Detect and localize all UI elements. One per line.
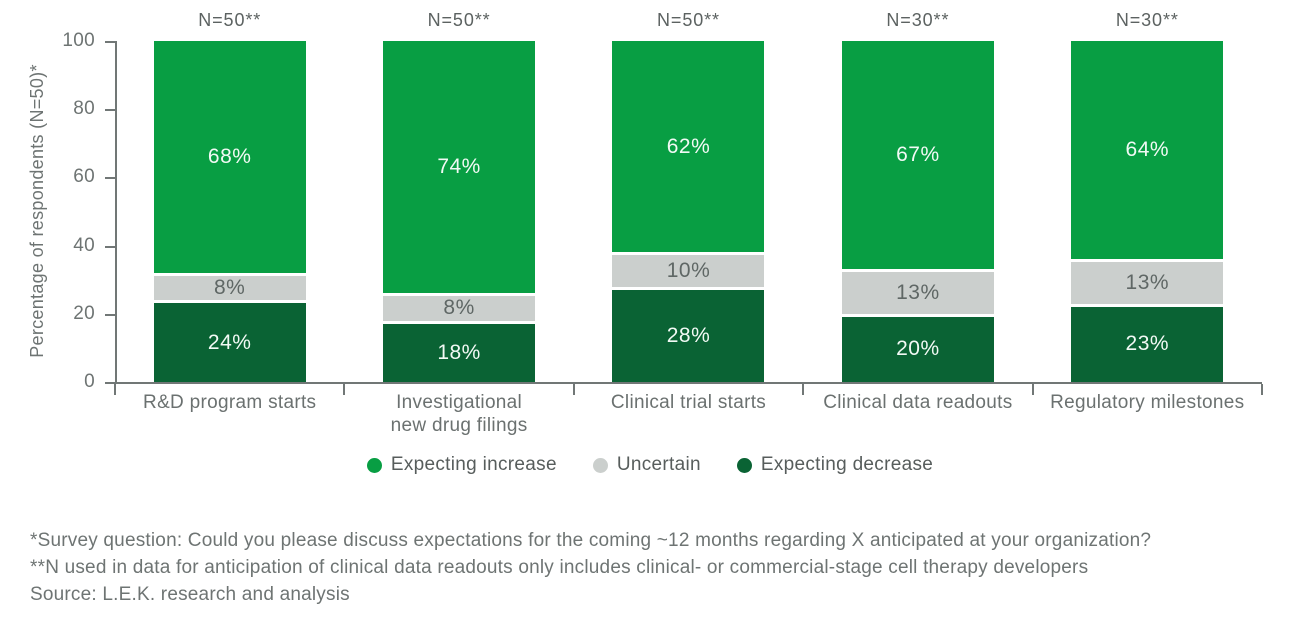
bar-group: N=30** 64% 13% 23% Regulatory milestones: [1033, 10, 1262, 413]
y-tick: [105, 41, 115, 43]
x-tick: [1261, 384, 1263, 395]
footnotes: *Survey question: Could you please discu…: [30, 527, 1151, 608]
x-tick: [343, 384, 346, 395]
y-tick-label: 80: [73, 98, 95, 120]
stacked-bar: 74% 8% 18%: [383, 41, 536, 382]
segment-value-label: 13%: [896, 281, 940, 305]
segment-expecting-decrease: 23%: [1071, 303, 1224, 382]
x-axis-line: [115, 382, 1262, 384]
category-label: Investigational new drug filings: [338, 391, 579, 437]
legend-label: Expecting increase: [390, 454, 557, 475]
bar-group: N=30** 67% 13% 20% Clinical data readouts: [803, 10, 1032, 413]
y-axis-line: [115, 41, 117, 384]
segment-expecting-increase: 68%: [153, 41, 306, 273]
segment-value-label: 67%: [896, 143, 940, 167]
x-tick: [114, 384, 116, 395]
segment-uncertain: 13%: [1071, 259, 1224, 304]
y-axis-title: Percentage of respondents (N=50)*: [27, 64, 47, 358]
segment-expecting-increase: 74%: [383, 41, 536, 294]
y-tick: [105, 313, 115, 316]
segment-value-label: 28%: [666, 323, 711, 347]
segment-value-label: 23%: [1125, 332, 1170, 356]
x-tick: [572, 384, 575, 395]
segment-value-label: 20%: [896, 337, 940, 361]
source-line: Source: L.E.K. research and analysis: [30, 584, 350, 605]
n-count-label: N=50**: [198, 10, 262, 30]
legend-item-expecting-decrease: Expecting decrease: [736, 454, 934, 476]
plot-area: Percentage of respondents (N=50)* 0 20 40 6…: [27, 10, 1263, 436]
legend-item-uncertain: Uncertain: [592, 454, 701, 476]
segment-uncertain: 8%: [153, 272, 306, 301]
segment-value-label: 24%: [207, 330, 252, 354]
y-tick: [105, 177, 115, 180]
y-tick-label: 20: [73, 302, 95, 324]
stacked-bar: 62% 10% 28%: [612, 41, 765, 382]
category-label: Clinical data readouts: [797, 391, 1038, 414]
segment-value-label: 8%: [443, 296, 475, 320]
segment-expecting-decrease: 20%: [841, 313, 994, 382]
segment-value-label: 68%: [207, 144, 252, 168]
legend-swatch-uncertain-icon: [592, 457, 608, 473]
y-tick: [105, 109, 115, 112]
y-tick: [105, 382, 115, 384]
category-label-line: new drug filings: [390, 415, 528, 436]
segment-uncertain: 8%: [383, 293, 536, 321]
segment-value-label: 64%: [1125, 138, 1170, 162]
bar-group: N=50** 62% 10% 28% Clinical trial starts: [574, 10, 803, 413]
y-tick-label: 100: [62, 30, 95, 51]
n-count-label: N=50**: [657, 10, 720, 30]
legend-label: Expecting decrease: [760, 454, 934, 475]
footnote-line: *Survey question: Could you please discu…: [30, 530, 1152, 551]
segment-value-label: 8%: [214, 276, 246, 300]
segment-uncertain: 10%: [612, 252, 765, 287]
category-label: Clinical trial starts: [568, 391, 809, 414]
stacked-bar: 64% 13% 23%: [1071, 41, 1224, 382]
segment-expecting-decrease: 24%: [153, 300, 306, 382]
category-label-line: Regulatory milestones: [1050, 392, 1245, 413]
n-count-label: N=50**: [427, 10, 491, 30]
segment-expecting-increase: 67%: [841, 41, 994, 270]
y-tick-label: 40: [73, 234, 95, 256]
category-label: R&D program starts: [109, 391, 350, 414]
y-tick-label: 60: [73, 166, 95, 188]
segment-expecting-increase: 62%: [612, 41, 765, 253]
category-label: Regulatory milestones: [1027, 391, 1268, 414]
segment-value-label: 18%: [437, 340, 481, 364]
segment-value-label: 10%: [666, 258, 711, 282]
segment-value-label: 62%: [666, 134, 711, 158]
y-tick: [105, 245, 115, 248]
legend-label: Uncertain: [616, 454, 701, 475]
bar-group: N=50** 74% 8% 18% Investigational new drug fi…: [344, 10, 573, 436]
category-label-line: Clinical trial starts: [610, 392, 767, 413]
segment-value-label: 13%: [1125, 270, 1170, 294]
legend-swatch-expecting-increase-icon: [366, 457, 382, 473]
segment-value-label: 74%: [437, 155, 481, 179]
category-label-line: Investigational: [396, 392, 523, 413]
stacked-bar: 67% 13% 20%: [841, 41, 994, 382]
segment-uncertain: 13%: [841, 269, 994, 314]
segment-expecting-decrease: 28%: [612, 286, 765, 382]
footnote-line: **N used in data for anticipation of cli…: [30, 557, 1089, 578]
n-count-label: N=30**: [886, 10, 950, 30]
bar-group: N=50** 68% 8% 24% R&D program starts: [115, 10, 344, 413]
segment-expecting-decrease: 18%: [383, 320, 536, 382]
n-count-label: N=30**: [1115, 10, 1179, 30]
category-label-line: Clinical data readouts: [823, 392, 1013, 413]
segment-expecting-increase: 64%: [1071, 41, 1224, 260]
x-tick: [802, 384, 805, 395]
legend-swatch-expecting-decrease-icon: [736, 457, 752, 473]
legend-item-expecting-increase: Expecting increase: [366, 454, 557, 476]
chart-legend: Expecting increase Uncertain Expecting dec…: [0, 454, 1300, 476]
y-tick-label: 0: [84, 371, 95, 392]
x-tick: [1031, 384, 1034, 395]
category-label-line: R&D program starts: [143, 392, 317, 413]
stacked-bar: 68% 8% 24%: [153, 41, 306, 382]
